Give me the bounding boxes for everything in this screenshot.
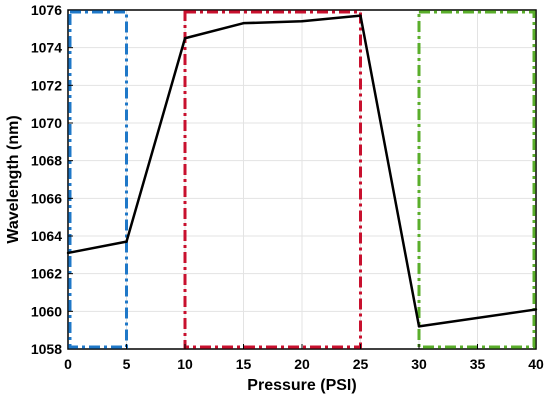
highlight-regions [68,10,536,349]
data-point [125,240,128,243]
data-point [359,14,362,17]
x-tick-label: 0 [64,356,72,372]
y-tick-label: 1060 [31,303,62,319]
y-tick-label: 1070 [31,115,62,131]
y-axis-ticks: 1058 1060 1062 1064 1066 1068 1070 1072 1074 1076 [31,2,73,357]
highlight-region-1 [68,10,128,349]
x-axis-ticks: 0 5 10 15 20 25 30 35 40 [64,344,544,372]
x-tick-label: 20 [294,356,310,372]
x-tick-label: 40 [528,356,544,372]
data-point [66,251,70,255]
x-tick-label: 15 [236,356,252,372]
highlight-region-3 [417,10,536,349]
y-tick-label: 1058 [31,341,62,357]
x-tick-label: 30 [411,356,427,372]
x-tick-label: 35 [470,356,486,372]
y-tick-label: 1066 [31,190,62,206]
x-tick-label: 10 [177,356,193,372]
grid-lines [67,9,537,350]
y-tick-label: 1074 [31,40,62,56]
highlight-region-2 [183,10,362,349]
y-tick-label: 1064 [31,228,62,244]
y-tick-label: 1062 [31,266,62,282]
x-axis-title: Pressure (PSI) [247,377,356,394]
x-tick-label: 5 [123,356,131,372]
x-tick-label: 25 [353,356,369,372]
data-series [66,14,538,328]
data-point [534,308,538,311]
data-point [183,37,187,40]
series-line-1 [67,14,537,328]
data-point [417,325,421,328]
data-point [300,20,304,23]
y-tick-label: 1068 [31,153,62,169]
y-tick-label: 1072 [31,77,62,93]
data-point [242,21,245,25]
y-axis-title: Wavelength (nm) [5,115,22,243]
y-tick-label: 1076 [31,2,62,18]
